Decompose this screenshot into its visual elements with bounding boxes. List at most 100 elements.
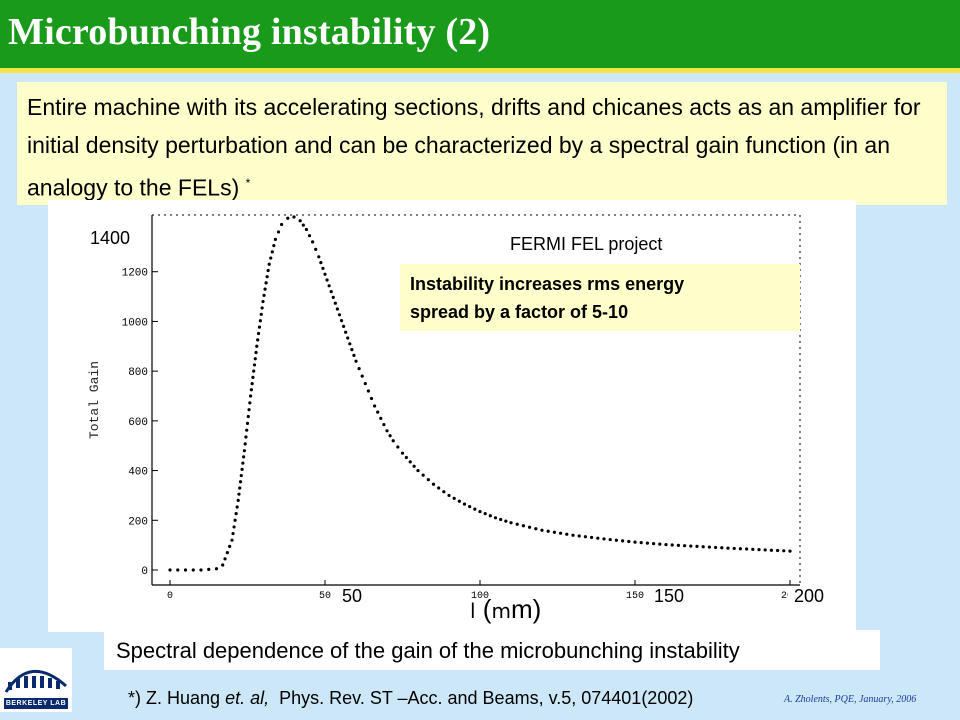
data-point-interp <box>590 535 594 540</box>
x-tick-label: 150 <box>626 591 644 602</box>
data-point-interp <box>382 422 386 427</box>
data-point <box>292 215 296 219</box>
data-point-interp <box>396 445 400 449</box>
data-point-interp <box>262 293 266 297</box>
data-point-interp <box>751 547 755 551</box>
data-point-interp <box>333 301 337 305</box>
data-point-interp <box>376 410 380 414</box>
data-point-interp <box>521 524 526 528</box>
data-point-interp <box>707 545 712 549</box>
reference-etal: et. al, <box>225 688 270 708</box>
data-point-interp <box>457 499 461 503</box>
data-point-interp <box>225 551 229 555</box>
data-point-interp <box>352 353 356 357</box>
data-point-interp <box>314 247 318 251</box>
x-tick-label: 0 <box>167 591 173 602</box>
data-point-interp <box>325 278 329 282</box>
data-point-interp <box>408 460 412 464</box>
data-point <box>273 237 277 241</box>
data-point-interp <box>552 530 557 534</box>
data-point-interp <box>257 325 262 329</box>
data-point <box>168 568 172 572</box>
data-point-interp <box>344 330 348 334</box>
data-point <box>726 546 730 550</box>
xtick-overlay-label-150: 150 <box>644 586 695 607</box>
data-point-interp <box>676 543 681 547</box>
y-tick-label: 600 <box>128 417 148 429</box>
data-point <box>214 567 219 571</box>
data-point-interp <box>468 505 472 509</box>
data-point <box>493 516 498 520</box>
data-point-interp <box>264 281 268 285</box>
data-point-interp <box>245 428 249 432</box>
chart-caption: Spectral dependence of the gain of the m… <box>104 630 880 670</box>
data-point <box>261 299 265 304</box>
callout-box: Instability increases rms energy spread … <box>400 264 800 331</box>
data-point-interp <box>683 544 687 548</box>
data-point <box>354 359 358 363</box>
data-point-interp <box>238 480 243 484</box>
data-point-interp <box>238 486 242 490</box>
data-point-interp <box>388 434 392 438</box>
data-point-interp <box>442 490 446 494</box>
data-point-interp <box>260 306 264 310</box>
data-point <box>509 521 513 525</box>
data-point-interp <box>307 234 312 238</box>
data-point-interp <box>565 532 569 536</box>
x-unit-open: ( <box>482 594 492 624</box>
data-point <box>286 216 290 220</box>
data-point-interp <box>276 230 281 234</box>
chart-project-label: FERMI FEL project <box>510 234 663 254</box>
data-point <box>311 240 315 244</box>
x-axis-label: l (mm) <box>470 594 541 625</box>
data-point <box>373 404 377 408</box>
reference-footnote: *) Z. Huang et. al, Phys. Rev. ST –Acc. … <box>128 688 693 709</box>
data-point-interp <box>769 548 774 552</box>
data-point-interp <box>251 375 255 379</box>
data-point-interp <box>499 517 503 522</box>
data-point-interp <box>256 338 260 342</box>
data-point-interp <box>263 287 267 291</box>
data-point-interp <box>250 381 254 386</box>
data-point-interp <box>242 455 246 459</box>
data-point-interp <box>240 467 244 471</box>
data-point <box>379 416 383 420</box>
data-point <box>236 498 240 502</box>
logo-text: BERKELEY LAB <box>4 698 68 709</box>
data-point-interp <box>608 537 612 542</box>
data-point <box>230 538 234 542</box>
data-point <box>242 449 246 453</box>
data-point <box>317 255 321 259</box>
data-point-interp <box>244 435 248 439</box>
data-point-interp <box>452 496 456 500</box>
data-point <box>788 549 792 553</box>
data-point-interp <box>483 512 487 516</box>
data-point-interp <box>239 473 243 478</box>
data-point <box>335 307 339 311</box>
data-point-interp <box>369 396 374 401</box>
data-point <box>633 540 637 544</box>
data-point-interp <box>559 531 563 535</box>
data-point-interp <box>534 527 538 531</box>
data-point-interp <box>232 525 236 529</box>
data-point <box>602 537 606 541</box>
x-tick-label: 100 <box>471 591 489 602</box>
title-bar: Microbunching instability (2) <box>0 0 960 68</box>
data-point <box>304 227 308 232</box>
data-point <box>447 493 451 498</box>
berkeley-lab-logo: BERKELEY LAB <box>0 648 72 712</box>
data-point-interp <box>732 546 736 551</box>
data-point-interp <box>337 313 342 317</box>
data-point-interp <box>404 455 408 460</box>
data-point-interp <box>249 388 253 392</box>
data-point-interp <box>473 507 477 511</box>
data-point <box>249 394 253 398</box>
data-point-interp <box>245 421 250 425</box>
data-point-interp <box>266 268 270 273</box>
reference-author: Z. Huang <box>146 688 221 708</box>
data-point-interp <box>627 539 631 544</box>
data-point-interp <box>670 543 674 547</box>
reference-mark: *) <box>128 688 141 708</box>
intro-textbox: Entire machine with its accelerating sec… <box>17 82 947 205</box>
